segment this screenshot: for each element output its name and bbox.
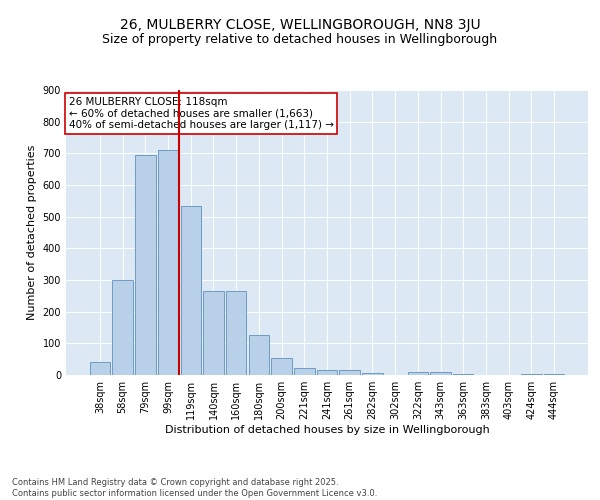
Bar xyxy=(181,206,201,375)
Text: 26, MULBERRY CLOSE, WELLINGBOROUGH, NN8 3JU: 26, MULBERRY CLOSE, WELLINGBOROUGH, NN8 … xyxy=(119,18,481,32)
Bar xyxy=(294,368,314,375)
Bar xyxy=(90,362,110,375)
Bar xyxy=(430,372,451,375)
Bar xyxy=(158,150,178,375)
Bar xyxy=(317,370,337,375)
Text: Size of property relative to detached houses in Wellingborough: Size of property relative to detached ho… xyxy=(103,32,497,46)
Text: 26 MULBERRY CLOSE: 118sqm
← 60% of detached houses are smaller (1,663)
40% of se: 26 MULBERRY CLOSE: 118sqm ← 60% of detac… xyxy=(68,97,334,130)
Bar xyxy=(203,291,224,375)
Bar xyxy=(226,291,247,375)
Bar xyxy=(453,374,473,375)
Bar xyxy=(544,374,564,375)
Bar xyxy=(407,372,428,375)
Bar xyxy=(521,374,542,375)
Bar xyxy=(340,370,360,375)
Y-axis label: Number of detached properties: Number of detached properties xyxy=(27,145,37,320)
Bar xyxy=(248,336,269,375)
Text: Contains HM Land Registry data © Crown copyright and database right 2025.
Contai: Contains HM Land Registry data © Crown c… xyxy=(12,478,377,498)
Bar xyxy=(362,374,383,375)
Bar xyxy=(135,155,155,375)
X-axis label: Distribution of detached houses by size in Wellingborough: Distribution of detached houses by size … xyxy=(164,425,490,435)
Bar xyxy=(112,280,133,375)
Bar xyxy=(271,358,292,375)
